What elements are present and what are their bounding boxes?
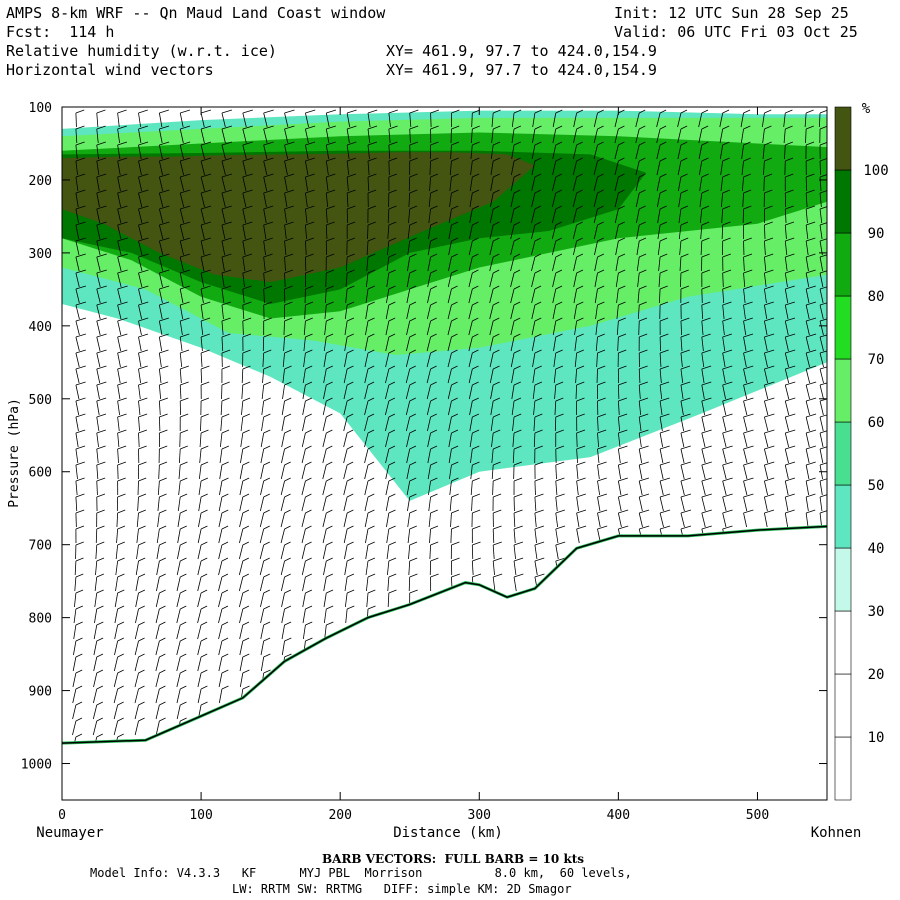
colorbar-tick-label: 90 bbox=[868, 226, 885, 242]
wind-barb-column bbox=[572, 109, 587, 544]
wind-barb-column bbox=[72, 109, 87, 752]
wind-barb-column bbox=[113, 109, 128, 752]
colorbar-tick-label: 70 bbox=[868, 352, 885, 368]
y-tick-label: 500 bbox=[29, 393, 52, 408]
wind-barb-column bbox=[405, 109, 419, 608]
field-name-rh: Relative humidity (w.r.t. ice) bbox=[6, 42, 277, 60]
wind-barb-column bbox=[301, 109, 316, 656]
field-name-wind: Horizontal wind vectors bbox=[6, 61, 214, 79]
rh-contour-fill bbox=[62, 110, 827, 501]
y-tick-label: 900 bbox=[29, 685, 52, 700]
y-tick-label: 100 bbox=[29, 101, 52, 116]
xy-range-2: XY= 461.9, 97.7 to 424.0,154.9 bbox=[386, 61, 657, 79]
wind-barb-column bbox=[447, 109, 460, 592]
wind-barbs bbox=[72, 109, 827, 752]
wind-barb-column bbox=[819, 109, 827, 528]
wind-barb-column bbox=[92, 109, 107, 752]
colorbar-swatch bbox=[834, 358, 852, 423]
wind-barb-column bbox=[531, 109, 545, 592]
colorbar-swatch bbox=[834, 106, 852, 171]
wind-barb-column bbox=[134, 109, 149, 736]
model-info-line-1: Model Info: V4.3.3 KF MYJ PBL Morrison 8… bbox=[90, 866, 632, 880]
wind-barb-column bbox=[719, 109, 733, 544]
wind-barb-column bbox=[614, 109, 629, 544]
wind-barb-column bbox=[155, 109, 170, 736]
wind-barb-column bbox=[656, 109, 671, 544]
colorbar: 10 20 30 40 50 60 70 80 90 100 bbox=[834, 106, 889, 801]
colorbar-tick-label: 60 bbox=[868, 415, 885, 431]
colorbar-swatch bbox=[834, 169, 852, 234]
terrain-line bbox=[62, 525, 827, 744]
colorbar-tick-label: 100 bbox=[863, 163, 888, 179]
xy-range-1: XY= 461.9, 97.7 to 424.0,154.9 bbox=[386, 42, 657, 60]
barb-legend: BARB VECTORS: FULL BARB = 10 kts bbox=[322, 852, 585, 866]
x-tick-label: 400 bbox=[607, 808, 630, 823]
wind-barb-column bbox=[426, 109, 440, 592]
wind-barb-column bbox=[804, 109, 817, 528]
wind-barb-column bbox=[343, 109, 357, 624]
wind-barb-column bbox=[489, 109, 503, 592]
y-tick-label: 400 bbox=[29, 320, 52, 335]
y-tick-label: 700 bbox=[29, 539, 52, 554]
colorbar-swatch bbox=[834, 232, 852, 297]
wind-barb-column bbox=[635, 109, 650, 544]
plot-frame bbox=[61, 106, 828, 801]
forecast-hour: Fcst: 114 h bbox=[6, 23, 115, 41]
x-start-label: Neumayer bbox=[36, 825, 103, 841]
wind-barb-column bbox=[218, 109, 233, 704]
rh-contour-100 bbox=[62, 152, 535, 283]
wind-barb-column bbox=[176, 109, 191, 736]
colorbar-swatch bbox=[834, 421, 852, 486]
colorbar-swatch bbox=[834, 547, 852, 612]
wind-barb-column bbox=[677, 109, 692, 544]
wind-barb-column bbox=[740, 109, 754, 528]
wind-barb-column bbox=[783, 109, 796, 528]
wind-barb-column bbox=[384, 109, 398, 608]
colorbar-tick-label: 80 bbox=[868, 289, 885, 305]
colorbar-swatch bbox=[834, 736, 852, 801]
colorbar-swatch bbox=[834, 610, 852, 675]
valid-time: Valid: 06 UTC Fri 03 Oct 25 bbox=[614, 23, 858, 41]
wind-barb-column bbox=[510, 109, 524, 592]
y-tick-label: 300 bbox=[29, 247, 52, 262]
x-end-label: Kohnen bbox=[811, 825, 862, 841]
x-tick-label: 300 bbox=[468, 808, 491, 823]
colorbar-tick-label: 30 bbox=[868, 604, 885, 620]
colorbar-tick-label: 20 bbox=[868, 667, 885, 683]
wind-barb-column bbox=[259, 109, 274, 688]
y-tick-label: 1000 bbox=[21, 758, 52, 773]
terrain-profile bbox=[62, 524, 827, 800]
wind-barb-column bbox=[761, 109, 775, 528]
y-tick-label: 800 bbox=[29, 612, 52, 627]
y-tick-label: 200 bbox=[29, 174, 52, 189]
wind-barb-column bbox=[551, 109, 566, 576]
x-tick-label: 200 bbox=[328, 808, 351, 823]
below-ground-mask bbox=[62, 526, 827, 800]
init-time: Init: 12 UTC Sun 28 Sep 25 bbox=[614, 4, 849, 22]
x-axis-label: Distance (km) bbox=[393, 825, 503, 841]
colorbar-swatch bbox=[834, 295, 852, 360]
y-axis-label: Pressure (hPa) bbox=[7, 398, 22, 508]
wind-barb-column bbox=[238, 109, 253, 704]
colorbar-swatch bbox=[834, 484, 852, 549]
chart-title: AMPS 8-km WRF -- Qn Maud Land Coast wind… bbox=[6, 4, 386, 22]
wind-barb-column bbox=[364, 109, 378, 624]
colorbar-tick-label: 50 bbox=[868, 478, 885, 494]
colorbar-tick-label: 40 bbox=[868, 541, 885, 557]
colorbar-unit: % bbox=[862, 101, 871, 117]
model-info-line-2: LW: RRTM SW: RRTMG DIFF: simple KM: 2D S… bbox=[232, 882, 572, 896]
wind-barb-column bbox=[280, 109, 295, 672]
y-tick-label: 600 bbox=[29, 466, 52, 481]
colorbar-swatch bbox=[834, 673, 852, 738]
x-tick-label: 0 bbox=[58, 808, 66, 823]
wind-barb-column bbox=[197, 109, 212, 720]
colorbar-tick-label: 10 bbox=[868, 730, 885, 746]
wind-barb-column bbox=[322, 109, 337, 640]
axes: 100 200 300 400 500 600 700 800 900 1000 0 100 200 30… bbox=[21, 101, 827, 823]
wind-barb-column bbox=[468, 109, 482, 592]
x-tick-label: 500 bbox=[746, 808, 769, 823]
x-tick-label: 100 bbox=[189, 808, 212, 823]
wind-barb-column bbox=[698, 109, 712, 544]
